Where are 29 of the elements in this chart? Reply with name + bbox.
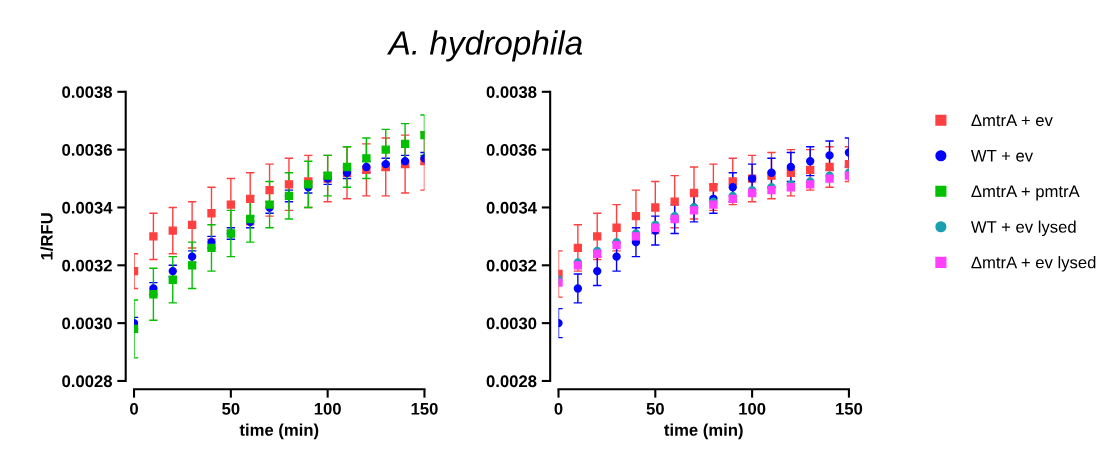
y-tick-label: 0.0036 — [486, 144, 537, 156]
y-tick-label: 0.0030 — [62, 317, 112, 330]
x-axis-title: time (min) — [664, 423, 743, 440]
x-tick-label: 50 — [646, 402, 664, 415]
y-tick-label: 0.0034 — [62, 201, 113, 214]
x-tick-label: 50 — [222, 402, 240, 415]
y-tick-label: 0.0030 — [486, 317, 537, 330]
y-tick-label: 0.0038 — [62, 86, 113, 99]
legend-label: ΔmtrA + ev lysed — [971, 256, 1096, 272]
legend-label: WT + ev — [970, 150, 1034, 162]
chart-title: A. hydrophila — [386, 30, 583, 62]
y-tick-label: 0.0032 — [486, 259, 537, 272]
y-tick-label: 0.0028 — [62, 375, 113, 388]
y-tick-label: 0.0032 — [62, 259, 112, 272]
x-tick-label: 150 — [411, 402, 438, 415]
x-tick-label: 100 — [314, 402, 341, 415]
y-tick-label: 0.0028 — [486, 375, 537, 388]
legend-label: WT + ev lysed — [970, 220, 1076, 237]
y-tick-label: 0.0038 — [486, 86, 537, 99]
y-axis-title: 1/RFU — [40, 213, 53, 260]
y-tick-label: 0.0036 — [62, 144, 112, 156]
legend-label: ΔmtrA + ev — [971, 114, 1053, 127]
x-tick-label: 150 — [836, 402, 863, 415]
legend-label: ΔmtrA + pmtrA — [971, 185, 1080, 201]
x-tick-label: 0 — [554, 402, 563, 415]
x-tick-label: 100 — [739, 402, 766, 415]
x-axis-title: time (min) — [239, 423, 319, 440]
y-tick-label: 0.0034 — [486, 201, 537, 214]
x-tick-label: 0 — [130, 402, 138, 415]
